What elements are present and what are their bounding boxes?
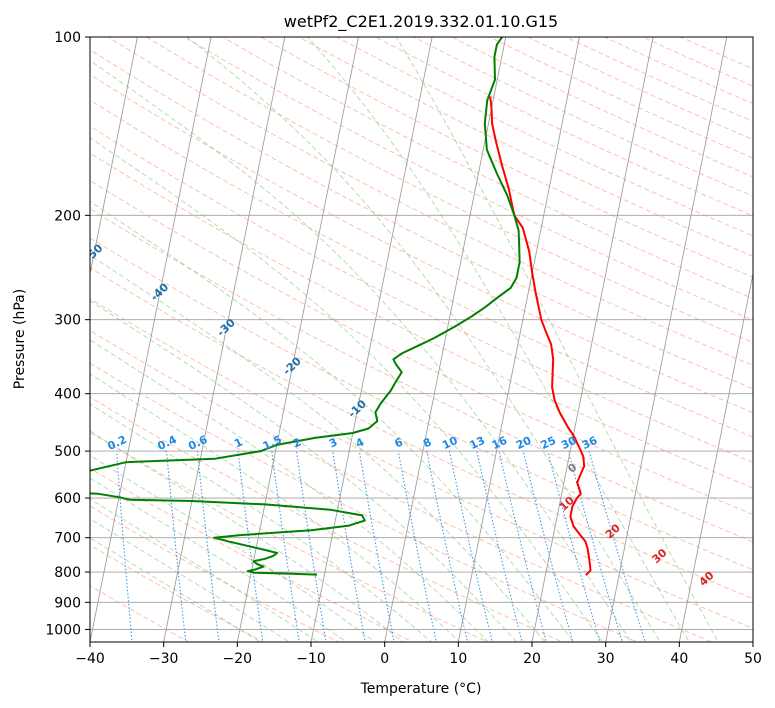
x-tick-label: −40: [75, 651, 105, 667]
x-tick-label: 30: [597, 651, 615, 667]
moist-adiabat: [90, 537, 262, 642]
mixing-ratio-label: 13: [468, 434, 487, 452]
x-axis-title: Temperature (°C): [360, 681, 482, 697]
skewed-isotherm: [90, 37, 212, 642]
skewed-isotherm: [605, 37, 728, 642]
mixing-ratio-label: 36: [580, 434, 600, 452]
x-tick-label: −20: [223, 651, 253, 667]
x-tick-label: −10: [296, 651, 326, 667]
y-axis: 1000 900 800 700 600 500 400 300 200 100: [45, 30, 90, 638]
dry-adiabat: [90, 329, 714, 642]
moist-adiabat: [90, 430, 405, 642]
dry-adiabat: [90, 467, 415, 642]
dry-adiabat: [90, 362, 639, 642]
y-tick-label: 100: [54, 30, 81, 46]
skewed-isotherm: [531, 37, 654, 642]
y-tick-label: 800: [54, 565, 81, 581]
x-tick-label: −30: [149, 651, 179, 667]
dry-adiabat: [90, 396, 564, 642]
mixing-ratio-label: 30: [559, 434, 579, 452]
y-axis-title: Pressure (hPa): [12, 289, 28, 389]
chart-title: wetPf2_C2E1.2019.332.01.10.G15: [284, 12, 558, 32]
moist-adiabat: [90, 300, 518, 642]
x-tick-label: 50: [744, 651, 762, 667]
y-tick-label: 500: [54, 444, 81, 460]
dry-adiabat: [90, 544, 265, 642]
mixing-ratio-label: 10: [440, 434, 460, 452]
temperature-profile-line: [489, 96, 592, 576]
dry-adiabat: [90, 431, 489, 642]
dry-adiabat: [90, 179, 753, 516]
y-tick-label: 400: [54, 387, 81, 403]
dry-adiabat: [90, 208, 753, 543]
plot-frame: [89, 36, 754, 643]
moist-adiabat: [90, 498, 319, 642]
y-tick-label: 700: [54, 531, 81, 547]
skewed-isotherm: [163, 37, 286, 642]
mixing-ratio-label: 25: [539, 434, 558, 452]
skewed-isotherm: [310, 37, 433, 642]
x-tick-label: 10: [449, 651, 467, 667]
series-lines: [90, 37, 592, 576]
skewed-isotherm: [236, 37, 359, 642]
dry-adiabat: [90, 267, 753, 600]
moist-adiabat: [186, 37, 661, 642]
skewed-isotherm: [457, 37, 580, 642]
y-tick-label: 300: [54, 313, 81, 329]
dewpoint-profile-line: [90, 37, 521, 576]
mixing-ratio-label: 20: [514, 434, 534, 452]
y-tick-label: 200: [54, 208, 81, 224]
y-tick-label: 600: [54, 491, 81, 507]
mixing-ratio-label: 16: [490, 434, 510, 452]
x-axis: −40 −30 −20 −10 0 10 20 30 40 50: [75, 642, 762, 667]
y-tick-label: 1000: [45, 622, 81, 638]
skewed-isotherm: [90, 37, 138, 277]
x-tick-label: 20: [523, 651, 541, 667]
x-tick-label: 40: [670, 651, 688, 667]
plot-area: 0.10.20.40.611.52346810131620253036-100-…: [90, 37, 753, 642]
x-tick-label: 0: [380, 651, 389, 667]
moist-adiabat: [90, 477, 348, 642]
y-tick-label: 900: [54, 595, 81, 611]
skewed-isotherm: [678, 271, 753, 642]
